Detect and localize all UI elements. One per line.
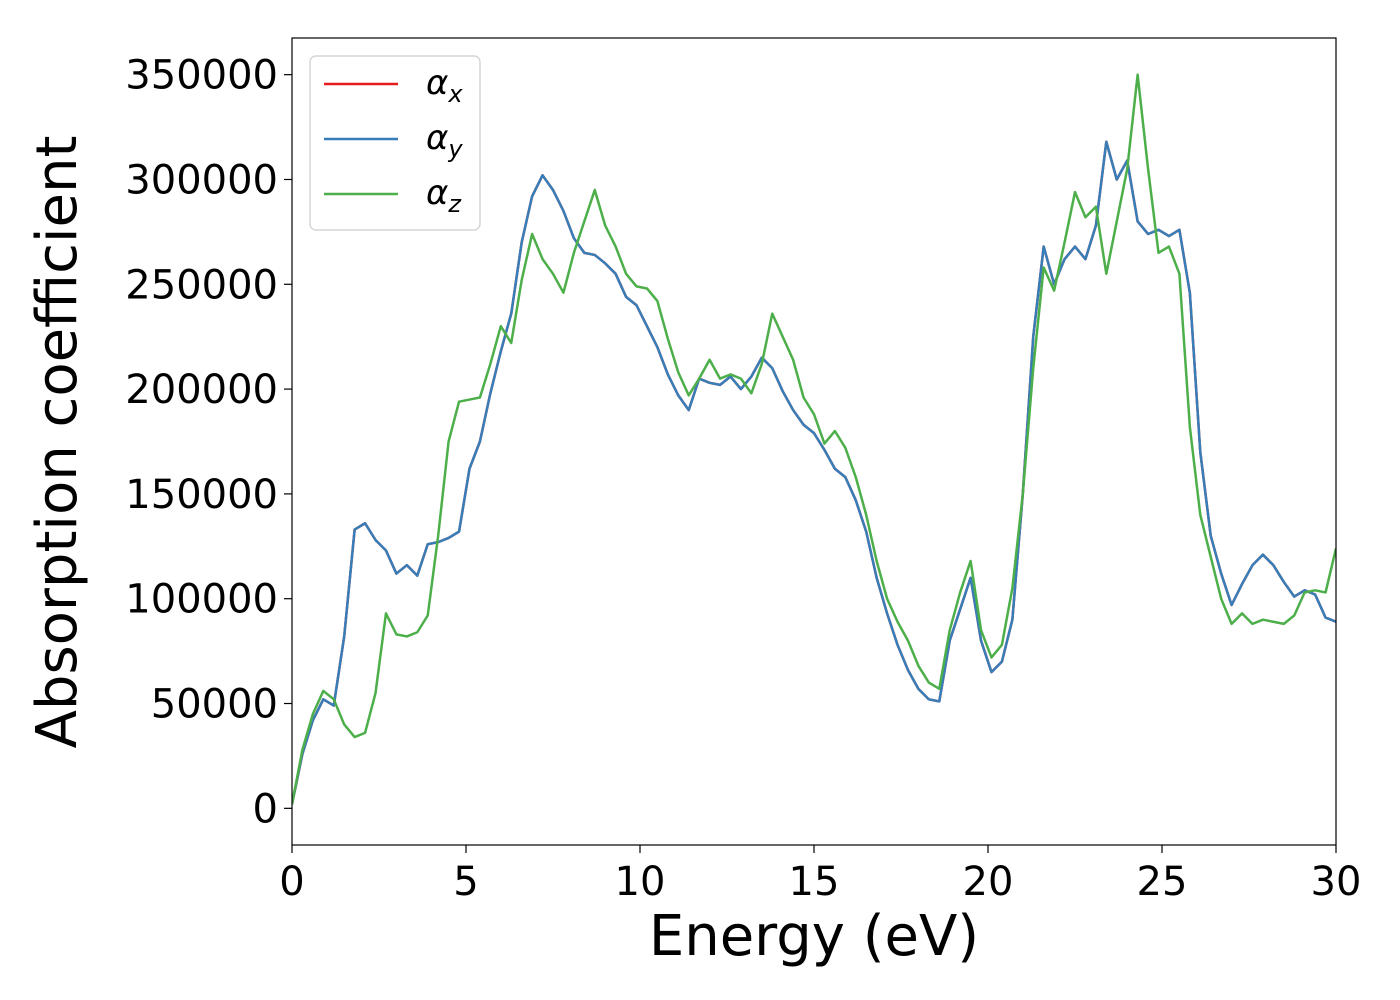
x-tick-label: 25 [1137, 859, 1188, 905]
legend-label-sub: z [447, 190, 462, 218]
legend-label-main: α [426, 173, 448, 213]
y-tick-label: 300000 [125, 157, 278, 203]
y-tick-label: 150000 [125, 472, 278, 518]
x-tick-label: 0 [279, 859, 304, 905]
x-tick-label: 5 [453, 859, 478, 905]
x-tick-label: 20 [963, 859, 1014, 905]
x-axis: 0 5 10 15 20 25 30 [279, 845, 1361, 905]
y-tick-label: 250000 [125, 262, 278, 308]
series-layer [292, 73, 1336, 805]
legend-label-sub: y [447, 135, 463, 163]
y-axis: 0 50000 100000 150000 200000 250000 300000 3500… [125, 53, 292, 832]
x-tick-label: 30 [1311, 859, 1362, 905]
series-line-y [292, 140, 1336, 805]
y-tick-label: 100000 [125, 577, 278, 623]
x-axis-title: Energy (eV) [649, 904, 979, 969]
legend-label-y: αy [426, 118, 463, 163]
legend-label-x: αx [426, 63, 463, 108]
y-tick-label: 200000 [125, 367, 278, 413]
legend-label-main: α [426, 63, 448, 103]
y-tick-label: 350000 [125, 53, 278, 99]
y-tick-label: 0 [253, 786, 278, 832]
x-tick-label: 15 [789, 859, 840, 905]
legend-label-sub: x [447, 80, 463, 108]
legend-box [309, 55, 481, 231]
series-line-z [292, 73, 1336, 805]
x-tick-label: 10 [615, 859, 666, 905]
legend-label-main: α [426, 118, 448, 158]
y-axis-title: Absorption coefficient [25, 136, 90, 749]
y-tick-label: 50000 [151, 682, 278, 728]
legend-label-z: αz [426, 173, 462, 218]
